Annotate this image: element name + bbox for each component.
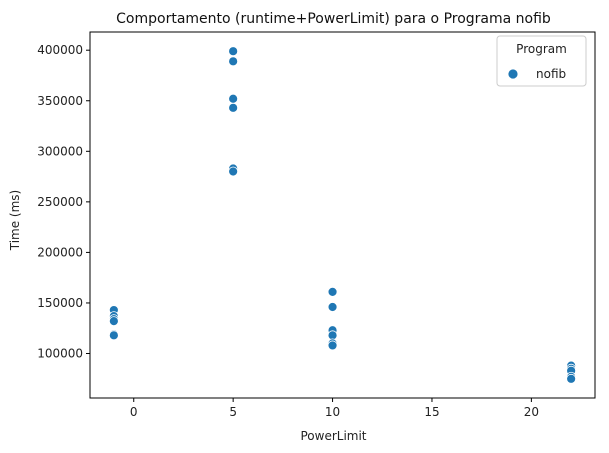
axes: 0 5 10 15 20 100000 150000 200000 250000 300000 35… xyxy=(37,43,539,419)
y-tick-label: 150000 xyxy=(37,296,83,310)
legend: Program nofib xyxy=(496,35,587,87)
y-tick-label: 250000 xyxy=(37,195,83,209)
y-tick-label: 350000 xyxy=(37,94,83,108)
x-tick-label: 5 xyxy=(229,405,237,419)
data-point xyxy=(228,166,239,177)
legend-marker-nofib xyxy=(507,68,519,80)
data-point xyxy=(228,46,239,57)
y-axis-label: Time (ms) xyxy=(8,190,22,252)
x-tick-label: 10 xyxy=(325,405,340,419)
plot-frame xyxy=(89,31,596,399)
y-tick-label: 400000 xyxy=(37,43,83,57)
legend-label-nofib: nofib xyxy=(536,67,566,81)
data-point xyxy=(108,316,119,327)
data-point xyxy=(566,373,577,384)
data-point xyxy=(327,340,338,351)
legend-box xyxy=(496,35,587,87)
legend-title: Program xyxy=(516,42,567,56)
data-point xyxy=(327,330,338,341)
data-points xyxy=(108,46,577,384)
x-tick-label: 15 xyxy=(424,405,439,419)
x-axis-label: PowerLimit xyxy=(300,429,366,443)
data-point xyxy=(228,93,239,104)
data-point xyxy=(228,56,239,67)
data-point xyxy=(327,286,338,297)
data-point xyxy=(327,302,338,312)
y-tick-label: 200000 xyxy=(37,245,83,259)
data-point xyxy=(108,330,119,341)
chart-title: Comportamento (runtime+PowerLimit) para … xyxy=(116,11,551,27)
y-tick-label: 300000 xyxy=(37,144,83,158)
x-tick-label: 0 xyxy=(130,405,138,419)
y-tick-label: 100000 xyxy=(37,347,83,361)
x-tick-label: 20 xyxy=(524,405,539,419)
data-point xyxy=(228,102,239,113)
